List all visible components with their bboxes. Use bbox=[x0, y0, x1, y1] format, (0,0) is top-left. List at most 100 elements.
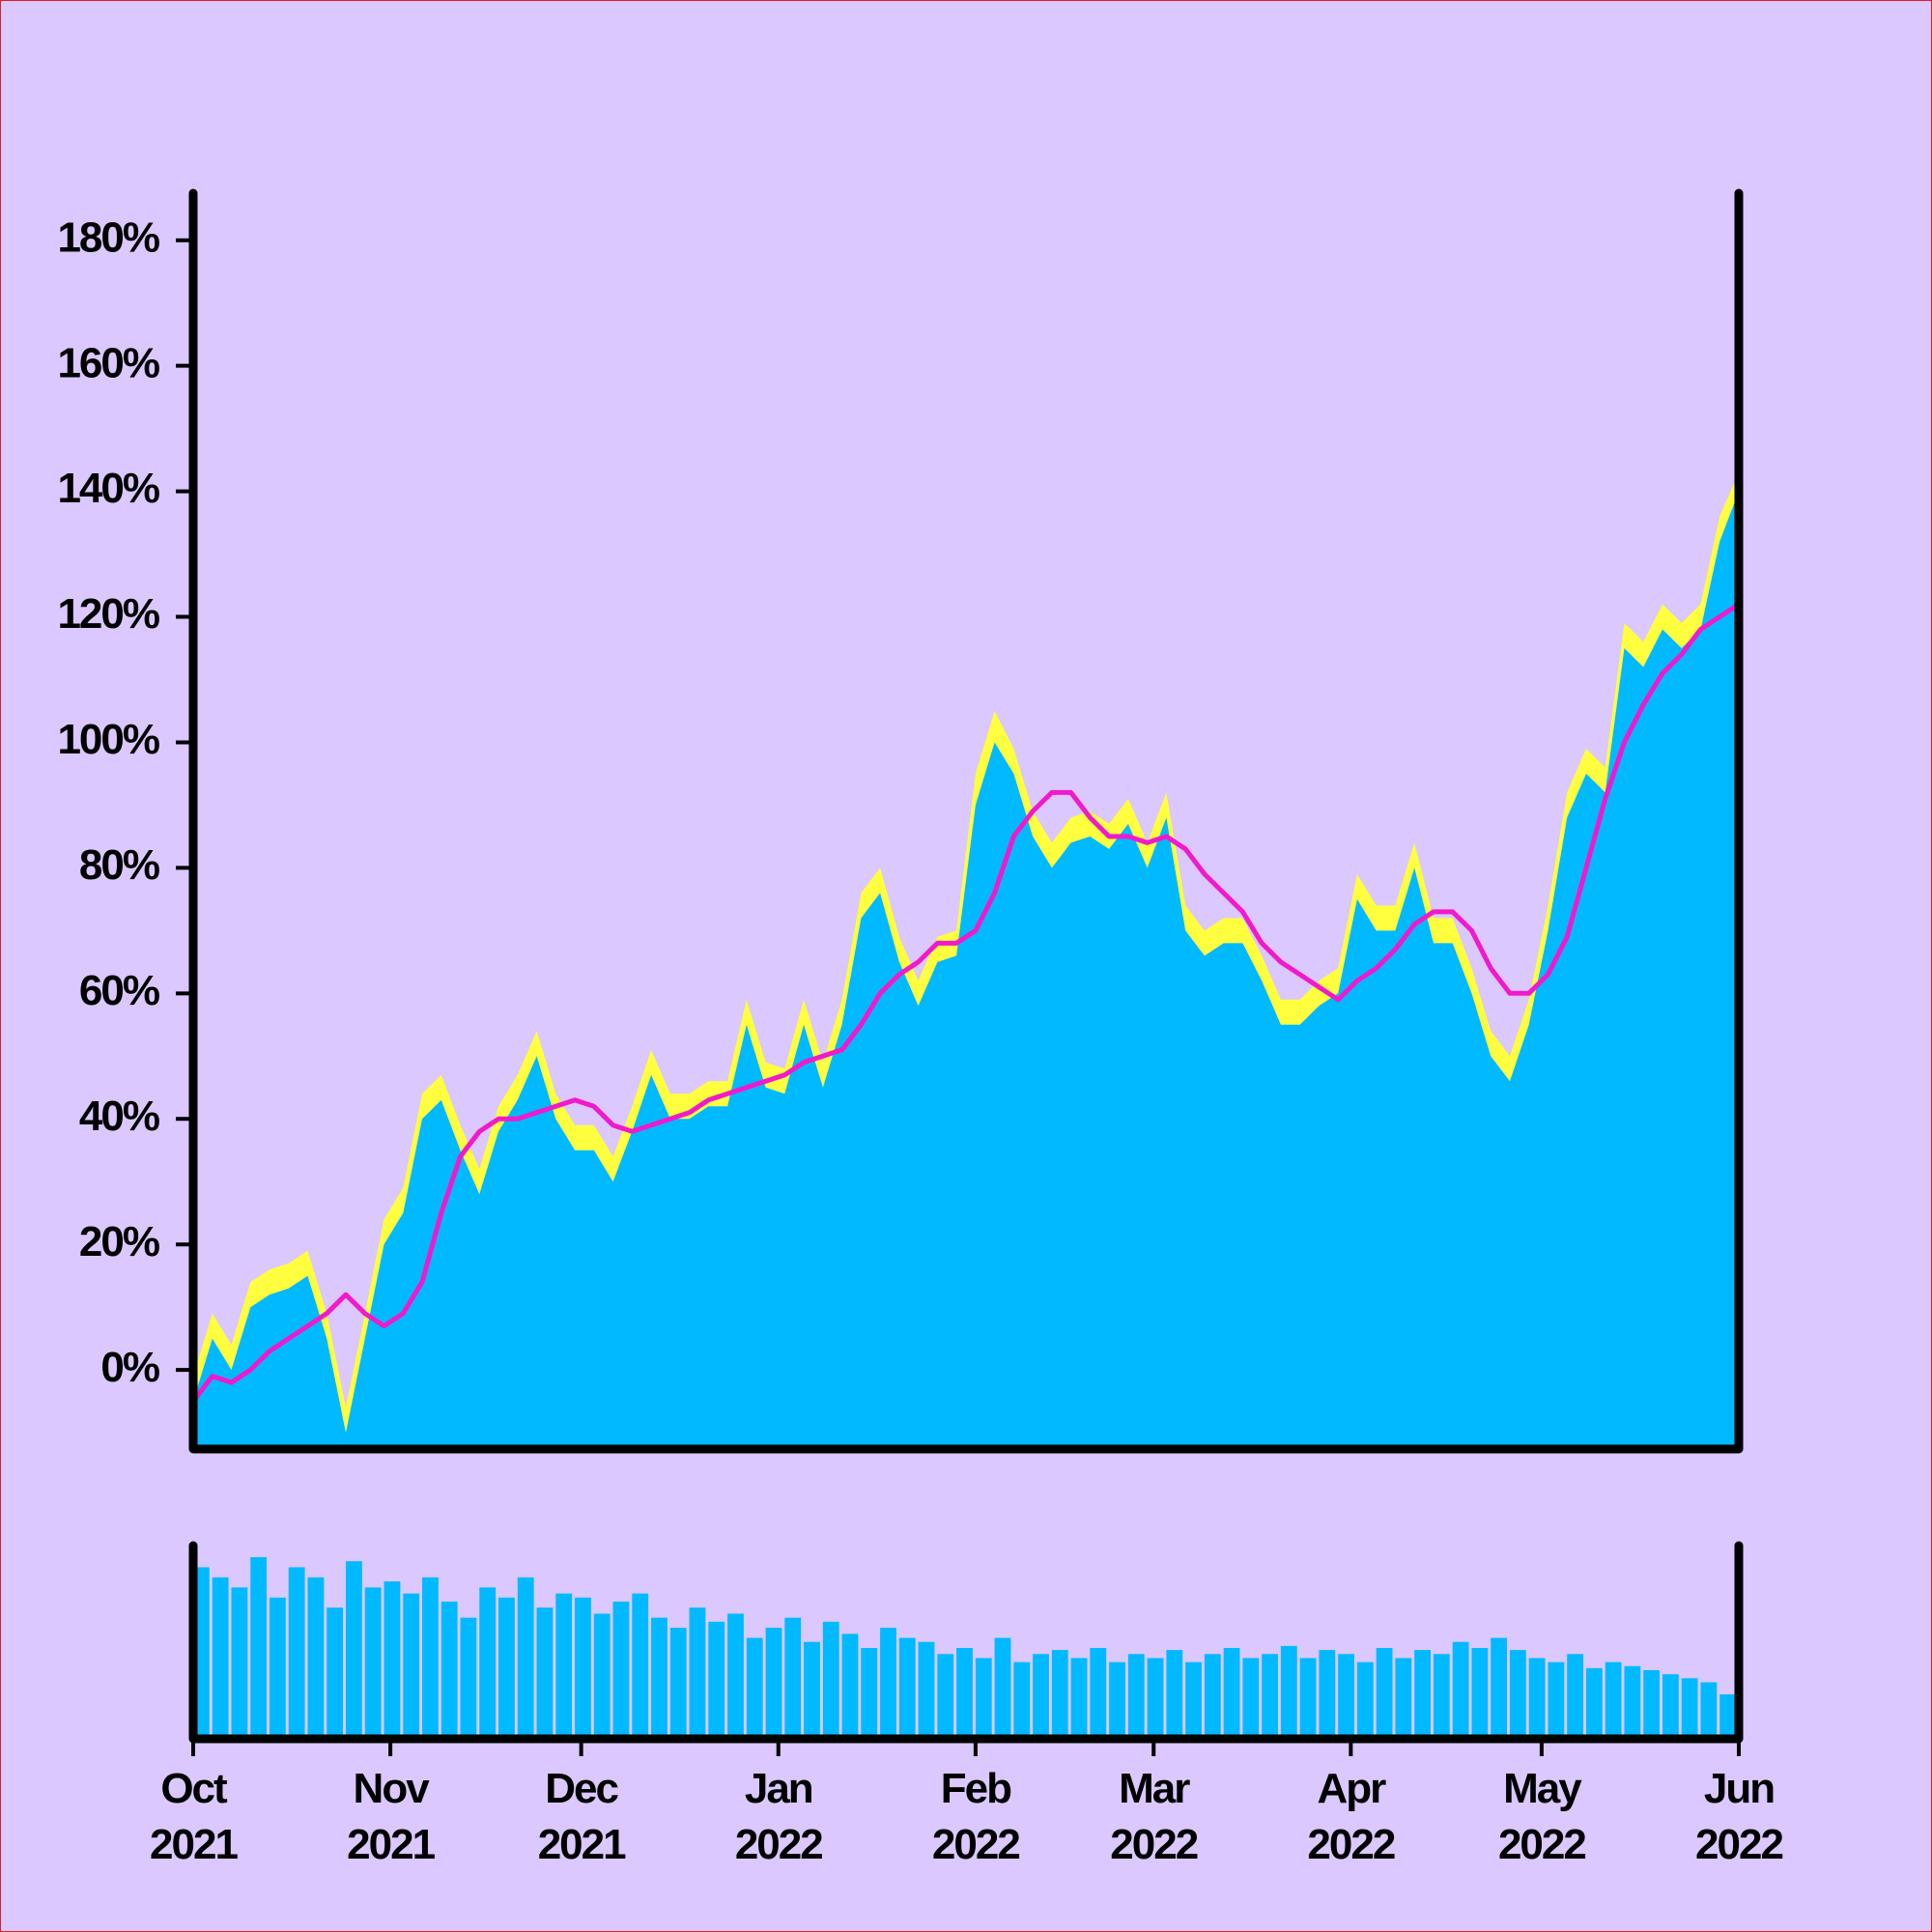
moving-average-line bbox=[193, 602, 1739, 1404]
volume-bar bbox=[1356, 1662, 1374, 1739]
volume-bar bbox=[918, 1641, 935, 1739]
volume-bar bbox=[1013, 1662, 1031, 1739]
x-tick-label: May 2022 bbox=[1498, 1765, 1585, 1868]
x-tick-label-line: Dec bbox=[545, 1765, 618, 1812]
volume-bar bbox=[1280, 1645, 1297, 1739]
volume-bar bbox=[765, 1628, 782, 1739]
x-tick-label: Nov 2021 bbox=[347, 1765, 435, 1868]
volume-bar bbox=[422, 1577, 439, 1739]
volume-bar bbox=[1127, 1654, 1145, 1739]
volume-bar bbox=[651, 1617, 668, 1739]
x-tick-label-line: May bbox=[1503, 1765, 1582, 1812]
volume-bar bbox=[1204, 1654, 1221, 1739]
volume-bar bbox=[1643, 1669, 1661, 1739]
y-tick-label: 80% bbox=[79, 841, 159, 889]
volume-bar bbox=[460, 1617, 477, 1739]
x-tick-label-line: 2022 bbox=[1110, 1821, 1197, 1868]
volume-bar bbox=[1051, 1650, 1068, 1739]
volume-bar bbox=[822, 1621, 839, 1739]
x-tick-label: Mar 2022 bbox=[1110, 1765, 1197, 1868]
volume-bar bbox=[536, 1607, 554, 1739]
volume-bar bbox=[669, 1628, 687, 1739]
volume-bar bbox=[1567, 1654, 1584, 1739]
volume-bar bbox=[1624, 1665, 1641, 1739]
x-tick-label: Oct 2021 bbox=[150, 1765, 238, 1868]
x-tick-label-line: Oct bbox=[160, 1765, 228, 1812]
y-tick-label: 40% bbox=[79, 1093, 159, 1140]
volume-bar bbox=[1585, 1667, 1603, 1739]
y-tick-label: 100% bbox=[57, 716, 158, 763]
axis-frame bbox=[188, 1541, 1744, 1744]
volume-bar bbox=[1185, 1662, 1202, 1739]
x-tick-label-line: Nov bbox=[354, 1765, 431, 1812]
volume-bar bbox=[956, 1648, 973, 1739]
y-tick-label: 160% bbox=[57, 339, 158, 386]
volume-bar bbox=[612, 1601, 630, 1739]
volume-bar bbox=[212, 1577, 229, 1739]
volume-bar bbox=[1319, 1650, 1336, 1739]
x-tick-label-line: 2021 bbox=[150, 1821, 238, 1868]
volume-bar bbox=[1070, 1658, 1088, 1739]
volume-bar bbox=[479, 1587, 497, 1739]
x-tick-label: Feb 2022 bbox=[932, 1765, 1019, 1868]
volume-bar bbox=[1223, 1648, 1240, 1739]
volume-bar bbox=[1452, 1641, 1469, 1739]
volume-bar bbox=[364, 1587, 382, 1739]
volume-bar bbox=[632, 1593, 649, 1739]
x-tick-label: Jun 2022 bbox=[1695, 1765, 1782, 1868]
volume-bar bbox=[1242, 1658, 1260, 1739]
x-tick-label-line: Feb bbox=[941, 1765, 1011, 1812]
x-tick-label-line: 2021 bbox=[347, 1821, 435, 1868]
volume-bar bbox=[1433, 1654, 1450, 1739]
volume-bar bbox=[1719, 1694, 1737, 1739]
volume-bar bbox=[1605, 1662, 1622, 1739]
x-tick-label-line: 2022 bbox=[1695, 1821, 1782, 1868]
volume-bar bbox=[861, 1648, 878, 1739]
volume-bar bbox=[1471, 1648, 1489, 1739]
y-tick-label: 120% bbox=[57, 590, 158, 638]
volume-bar bbox=[1299, 1658, 1317, 1739]
x-tick-label-line: 2021 bbox=[538, 1821, 626, 1868]
volume-bar bbox=[937, 1654, 954, 1739]
volume-bar bbox=[1090, 1648, 1107, 1739]
volume-bar bbox=[898, 1637, 916, 1739]
y-tick-label: 20% bbox=[79, 1218, 159, 1265]
y-tick-label: 180% bbox=[57, 213, 158, 261]
volume-bar bbox=[1681, 1678, 1698, 1739]
volume-bar bbox=[1548, 1662, 1565, 1739]
volume-bar bbox=[593, 1613, 611, 1739]
volume-bar bbox=[1262, 1654, 1278, 1739]
volume-bar bbox=[1491, 1637, 1507, 1739]
x-tick-label-line: 2022 bbox=[932, 1821, 1019, 1868]
volume-bar bbox=[231, 1587, 248, 1739]
volume-bar bbox=[270, 1597, 286, 1739]
volume-bar bbox=[1147, 1658, 1164, 1739]
volume-bar bbox=[327, 1607, 344, 1739]
volume-bar bbox=[1395, 1658, 1412, 1739]
volume-bar bbox=[994, 1637, 1011, 1739]
volume-bar bbox=[555, 1593, 573, 1739]
volume-bar bbox=[307, 1577, 325, 1739]
volume-bar bbox=[288, 1567, 305, 1739]
x-tick-label-line: Jan bbox=[745, 1765, 812, 1812]
volume-bar bbox=[440, 1601, 458, 1739]
volume-bar bbox=[403, 1593, 420, 1739]
volume-bar bbox=[804, 1641, 820, 1739]
volume-bar bbox=[498, 1597, 515, 1739]
x-tick-label: Dec 2021 bbox=[538, 1765, 626, 1868]
volume-bar bbox=[1509, 1650, 1526, 1739]
volume-bar bbox=[1700, 1682, 1718, 1739]
volume-bar bbox=[727, 1613, 744, 1739]
x-tick-label-line: 2022 bbox=[735, 1821, 822, 1868]
volume-bar bbox=[1662, 1674, 1679, 1739]
x-tick-label-line: 2022 bbox=[1498, 1821, 1585, 1868]
volume-bar bbox=[841, 1634, 859, 1739]
x-tick-label-line: 2022 bbox=[1307, 1821, 1394, 1868]
volume-bar bbox=[250, 1557, 268, 1739]
x-tick-label-line: Apr bbox=[1317, 1765, 1386, 1812]
volume-bar bbox=[689, 1607, 706, 1739]
volume-bar bbox=[746, 1637, 763, 1739]
volume-bar bbox=[880, 1628, 896, 1739]
volume-bar bbox=[384, 1581, 401, 1739]
